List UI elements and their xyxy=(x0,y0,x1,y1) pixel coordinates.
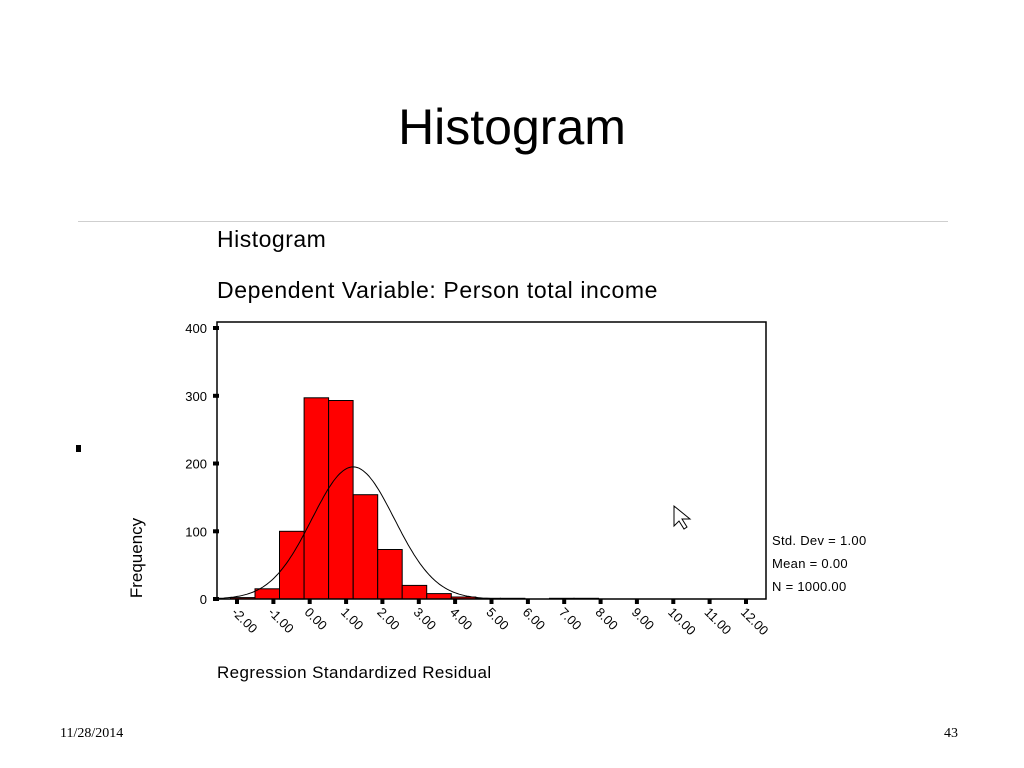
x-tick-mark xyxy=(707,599,712,604)
mouse-cursor-icon xyxy=(673,504,692,530)
footer-date: 11/28/2014 xyxy=(60,726,124,741)
x-tick-mark xyxy=(271,599,276,604)
x-tick-mark xyxy=(634,599,639,604)
x-tick-label: 3.00 xyxy=(411,605,440,634)
x-tick-label: 4.00 xyxy=(447,605,476,634)
normal-curve xyxy=(217,466,517,600)
stat-mean: Mean = 0.00 xyxy=(772,556,848,571)
x-tick-label: 11.00 xyxy=(701,605,734,638)
x-tick-label: 0.00 xyxy=(302,605,331,634)
y-axis-label: Frequency xyxy=(127,517,146,598)
histogram-chart: 0 100 200 300 400 -2.00 -1.00 0.00 1.00 2.00 3.00… xyxy=(127,321,772,682)
y-tick-label: 300 xyxy=(185,389,207,404)
x-tick-mark xyxy=(671,599,676,604)
x-tick-mark xyxy=(562,599,567,604)
y-tick-mark xyxy=(213,461,219,466)
x-tick-mark xyxy=(453,599,458,604)
x-tick-label: -1.00 xyxy=(265,605,297,637)
title-divider xyxy=(78,221,948,222)
x-tick-mark xyxy=(344,599,349,604)
x-tick-mark xyxy=(307,599,312,604)
x-tick-mark xyxy=(416,599,421,604)
chart-title: Histogram xyxy=(217,226,327,252)
x-tick-label: 6.00 xyxy=(520,605,549,634)
x-tick-label: 5.00 xyxy=(483,605,512,634)
chart-subtitle: Dependent Variable: Person total income xyxy=(217,277,659,303)
histogram-bar xyxy=(401,584,428,600)
y-tick-label: 200 xyxy=(185,457,207,472)
x-tick-label: 10.00 xyxy=(665,605,699,639)
histogram-bar xyxy=(426,593,452,600)
x-tick-label: -2.00 xyxy=(229,605,261,637)
x-tick-mark xyxy=(525,599,530,604)
x-tick-mark xyxy=(598,599,603,604)
histogram-bar xyxy=(328,400,354,600)
bullet-marker xyxy=(76,445,81,452)
y-tick-mark xyxy=(213,529,219,534)
slide-title: Histogram xyxy=(398,99,626,155)
x-axis-label: Regression Standardized Residual xyxy=(217,663,492,682)
x-tick-label: 8.00 xyxy=(592,605,621,634)
x-tick-label: 2.00 xyxy=(374,605,403,634)
x-tick-label: 1.00 xyxy=(338,605,367,634)
y-tick-mark xyxy=(213,393,219,398)
x-tick-label: 12.00 xyxy=(738,605,772,639)
histogram-bar xyxy=(352,494,379,600)
stat-std-dev: Std. Dev = 1.00 xyxy=(772,533,867,548)
x-tick-mark xyxy=(744,599,748,604)
y-tick-label: 400 xyxy=(185,321,207,336)
y-tick-label: 0 xyxy=(200,592,207,607)
y-tick-mark xyxy=(213,597,219,601)
stat-n: N = 1000.00 xyxy=(772,579,847,594)
x-tick-mark xyxy=(235,599,239,604)
histogram-bar xyxy=(377,549,403,600)
x-tick-label: 7.00 xyxy=(556,605,585,634)
x-tick-mark xyxy=(489,599,494,604)
y-tick-label: 100 xyxy=(185,524,207,539)
histogram-bar xyxy=(303,397,330,600)
footer-page-number: 43 xyxy=(944,726,958,741)
x-tick-label: 9.00 xyxy=(629,605,658,634)
histogram-bar xyxy=(254,588,280,600)
y-tick-mark xyxy=(213,326,219,330)
x-tick-mark xyxy=(380,599,385,604)
